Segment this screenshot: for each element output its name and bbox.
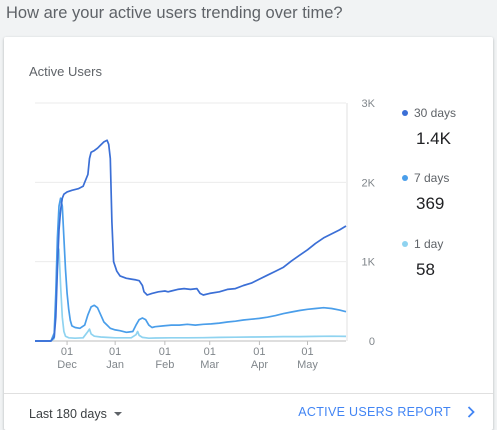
report-link-label: ACTIVE USERS REPORT — [298, 405, 451, 419]
date-range-label: Last 180 days — [29, 407, 107, 421]
page-question: How are your active users trending over … — [6, 4, 343, 22]
date-range-selector[interactable]: Last 180 days — [29, 407, 122, 421]
legend-dot-icon — [402, 241, 408, 247]
legend-value: 58 — [416, 260, 435, 279]
legend-item: 1 day 58 — [402, 237, 492, 280]
x-tick-day: 01 — [61, 346, 73, 358]
series-line-30-days — [35, 139, 347, 342]
series-line-7-days — [35, 197, 347, 342]
x-tick-month: Jan — [106, 359, 124, 371]
y-tick-label: 0 — [369, 336, 375, 348]
chevron-right-icon — [467, 406, 475, 418]
legend-name: 30 days — [414, 106, 457, 120]
caret-down-icon — [113, 412, 122, 416]
legend-name: 7 days — [414, 171, 450, 185]
y-tick-label: 3K — [362, 98, 376, 110]
legend-item: 7 days 369 — [402, 171, 492, 214]
x-tick-day: 01 — [204, 346, 216, 358]
active-users-card: Active Users 0 1K 2K 3K 01 Dec 01 Jan 01 Feb 01 Ma… — [4, 37, 493, 430]
legend-dot-icon — [402, 110, 408, 116]
x-tick-month: Apr — [251, 359, 268, 371]
x-tick-month: May — [297, 359, 318, 371]
card-title: Active Users — [29, 64, 102, 79]
legend-name: 1 day — [414, 237, 444, 251]
x-tick-month: Dec — [57, 359, 77, 371]
x-tick-day: 01 — [159, 346, 171, 358]
legend-value: 1.4K — [416, 129, 451, 148]
x-tick-day: 01 — [301, 346, 313, 358]
x-tick-day: 01 — [253, 346, 265, 358]
footer-divider — [4, 393, 493, 394]
legend-value: 369 — [416, 194, 445, 213]
x-tick-month: Feb — [155, 359, 174, 371]
y-tick-label: 1K — [362, 257, 376, 269]
series-line-1-day — [35, 244, 347, 342]
legend-item: 30 days 1.4K — [402, 106, 492, 149]
legend-dot-icon — [402, 175, 408, 181]
active-users-report-link[interactable]: ACTIVE USERS REPORT — [298, 405, 475, 419]
x-tick-day: 01 — [109, 346, 121, 358]
x-tick-month: Mar — [200, 359, 219, 371]
y-tick-label: 2K — [362, 177, 376, 189]
